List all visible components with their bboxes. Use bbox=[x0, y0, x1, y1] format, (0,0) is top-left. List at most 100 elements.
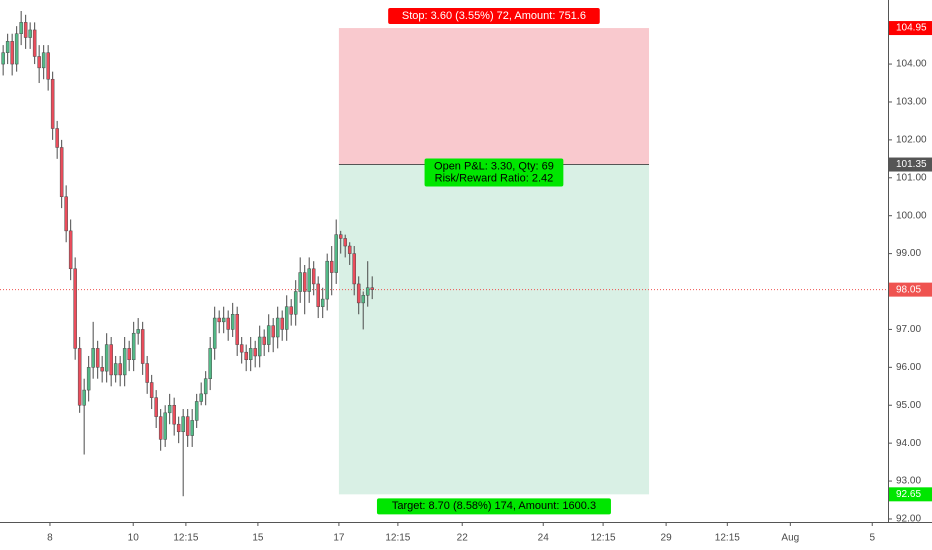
candle-body bbox=[113, 363, 118, 376]
price-label: 104.95 bbox=[896, 23, 927, 34]
candle-body bbox=[307, 268, 311, 292]
pnl-label-text: Open P&L: 3.30, Qty: 69 bbox=[434, 160, 554, 172]
candle-body bbox=[212, 317, 217, 349]
price-label: 98.05 bbox=[896, 284, 921, 295]
candle-body bbox=[100, 367, 104, 372]
candle-body bbox=[271, 325, 275, 338]
candle-body bbox=[19, 22, 23, 34]
pnl-label-box bbox=[424, 158, 564, 187]
price-label-box bbox=[889, 21, 932, 36]
candle-body bbox=[239, 344, 244, 353]
y-tick-label: 95.00 bbox=[896, 400, 921, 411]
candle-body bbox=[59, 147, 64, 197]
target-label-text: Target: 8.70 (8.58%) 174, Amount: 1600.3 bbox=[392, 500, 596, 512]
candle-body bbox=[158, 416, 163, 440]
price-label: 101.35 bbox=[896, 159, 927, 170]
candle-body bbox=[37, 56, 41, 69]
candle-body bbox=[230, 314, 235, 330]
candle-body bbox=[109, 344, 113, 376]
candle-body bbox=[248, 348, 253, 361]
candle-body bbox=[275, 317, 280, 338]
candle-body bbox=[154, 397, 158, 417]
y-tick-label: 100.00 bbox=[896, 210, 927, 221]
candle-body bbox=[55, 128, 59, 148]
stop-zone bbox=[338, 28, 650, 165]
y-tick-label: 93.00 bbox=[896, 476, 921, 487]
candle-body bbox=[181, 416, 185, 433]
stop-label: Stop: 3.60 (3.55%) 72, Amount: 751.6 bbox=[388, 8, 600, 25]
candle-body bbox=[253, 348, 257, 357]
candle-body bbox=[262, 336, 266, 345]
candle-body bbox=[41, 52, 46, 69]
candle-body bbox=[203, 378, 208, 395]
candle-body bbox=[118, 363, 122, 376]
candle-body bbox=[140, 329, 145, 364]
candle-body bbox=[325, 260, 329, 300]
x-tick-label: 12:15 bbox=[591, 533, 616, 544]
candle-body bbox=[176, 423, 181, 433]
candle-body bbox=[293, 291, 298, 315]
candle-body bbox=[266, 325, 271, 345]
target-label: Target: 8.70 (8.58%) 174, Amount: 1600.3 bbox=[376, 498, 611, 515]
candle-body bbox=[77, 348, 82, 406]
candle-body bbox=[64, 196, 68, 232]
candle-body bbox=[361, 295, 365, 304]
stop-label-box bbox=[388, 8, 600, 25]
x-tick-label: 24 bbox=[538, 533, 550, 544]
candle-body bbox=[149, 382, 154, 398]
candle-body bbox=[356, 283, 361, 304]
candle-body bbox=[127, 348, 131, 361]
candle-body bbox=[46, 52, 50, 80]
candle-body bbox=[190, 420, 194, 436]
candle-body bbox=[298, 272, 302, 292]
target-zone bbox=[338, 164, 650, 495]
candle-body bbox=[217, 317, 221, 323]
candle-body bbox=[329, 260, 334, 273]
candle-body bbox=[338, 234, 343, 239]
candle-body bbox=[104, 344, 109, 372]
candle-body bbox=[23, 22, 28, 38]
candle-body bbox=[208, 348, 212, 379]
x-tick-label: 10 bbox=[128, 533, 140, 544]
candle-body bbox=[172, 404, 176, 425]
candle-body bbox=[334, 234, 338, 273]
y-tick-label: 94.00 bbox=[896, 438, 921, 449]
y-tick-label: 103.00 bbox=[896, 97, 927, 108]
y-tick-label: 102.00 bbox=[896, 135, 927, 146]
x-tick-label: 12:15 bbox=[385, 533, 410, 544]
stop-label-text: Stop: 3.60 (3.55%) 72, Amount: 751.6 bbox=[402, 10, 586, 22]
candle-body bbox=[316, 283, 320, 307]
candle-body bbox=[221, 317, 226, 323]
candle-body bbox=[86, 367, 91, 391]
candle-body bbox=[365, 287, 370, 296]
y-tick-label: 92.00 bbox=[896, 514, 921, 525]
candle-body bbox=[280, 317, 284, 330]
candle-body bbox=[1, 52, 5, 65]
y-tick-label: 96.00 bbox=[896, 362, 921, 373]
y-tick-label: 104.00 bbox=[896, 59, 927, 70]
candle-body bbox=[32, 29, 37, 57]
candle-body bbox=[122, 348, 127, 376]
y-tick-label: 99.00 bbox=[896, 248, 921, 259]
candle-body bbox=[244, 351, 248, 361]
x-tick-label: Aug bbox=[781, 533, 799, 544]
x-tick-label: 12:15 bbox=[173, 533, 198, 544]
candle-body bbox=[343, 238, 347, 247]
y-tick-label: 97.00 bbox=[896, 324, 921, 335]
x-tick-label: 22 bbox=[457, 533, 469, 544]
candle-body bbox=[167, 404, 172, 414]
candle-body bbox=[226, 317, 230, 330]
candle-body bbox=[352, 253, 356, 285]
candle-body bbox=[91, 348, 95, 368]
candle-body bbox=[82, 389, 86, 406]
candle-body bbox=[347, 245, 352, 254]
pnl-label-text: Risk/Reward Ratio: 2.42 bbox=[435, 172, 554, 184]
candle-body bbox=[10, 41, 14, 65]
candle-body bbox=[5, 41, 10, 53]
candle-body bbox=[235, 314, 239, 345]
price-label-box bbox=[889, 487, 932, 502]
candle-body bbox=[95, 348, 100, 368]
